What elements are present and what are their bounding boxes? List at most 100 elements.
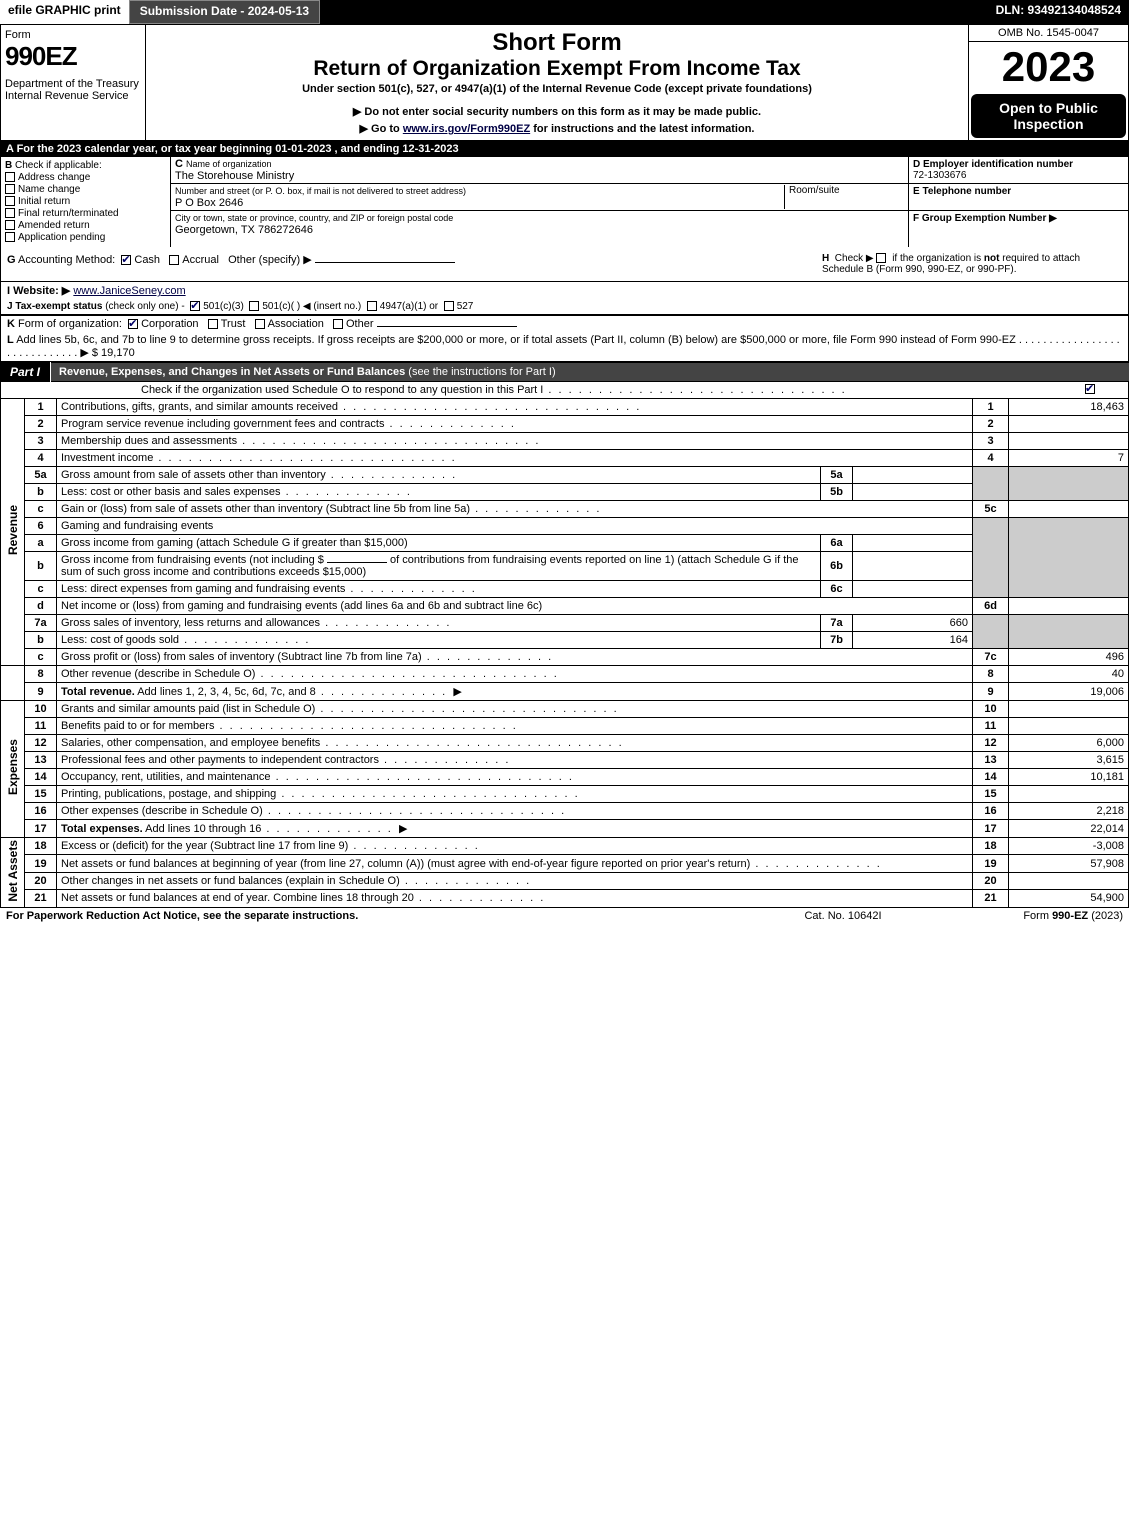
- cb-4947[interactable]: [367, 301, 377, 311]
- form-number: 990EZ: [5, 41, 141, 72]
- e-label: E Telephone number: [913, 186, 1011, 197]
- cb-527[interactable]: [444, 301, 454, 311]
- submission-date: Submission Date - 2024-05-13: [129, 0, 320, 24]
- section-k: K Form of organization: Corporation Trus…: [0, 314, 1129, 332]
- section-h: H Check ▶ if the organization is not req…: [822, 253, 1122, 275]
- part1-check-text: Check if the organization used Schedule …: [141, 384, 1077, 396]
- part1-header: Part I Revenue, Expenses, and Changes in…: [0, 362, 1129, 382]
- cb-address-change[interactable]: Address change: [5, 172, 166, 183]
- org-address: P O Box 2646: [175, 197, 243, 209]
- form-header: Form 990EZ Department of the Treasury In…: [0, 24, 1129, 141]
- g-text: Accounting Method:: [18, 254, 115, 266]
- line-14: 14 Occupancy, rent, utilities, and maint…: [1, 769, 1129, 786]
- part1-check-row: Check if the organization used Schedule …: [0, 382, 1129, 398]
- cb-501c[interactable]: [249, 301, 259, 311]
- section-c: C Name of organization The Storehouse Mi…: [171, 157, 908, 247]
- efile-label: efile GRAPHIC print: [0, 0, 129, 24]
- other-specify-input[interactable]: [315, 262, 455, 263]
- short-form-title: Short Form: [154, 29, 960, 57]
- d-label: D Employer identification number: [913, 159, 1073, 170]
- line-6: 6 Gaming and fundraising events: [1, 518, 1129, 535]
- b-label: B: [5, 160, 12, 171]
- header-left: Form 990EZ Department of the Treasury In…: [1, 25, 146, 140]
- room-hint: Room/suite: [789, 185, 840, 196]
- website-link[interactable]: www.JaniceSeney.com: [73, 285, 185, 297]
- line-6d: d Net income or (loss) from gaming and f…: [1, 598, 1129, 615]
- line-9: 9 Total revenue. Add lines 1, 2, 3, 4, 5…: [1, 683, 1129, 701]
- goto-pre: ▶ Go to: [360, 123, 403, 135]
- section-l: L Add lines 5b, 6c, and 7b to line 9 to …: [0, 332, 1129, 362]
- other-org-input[interactable]: [377, 326, 517, 327]
- section-b: B Check if applicable: Address change Na…: [1, 157, 171, 247]
- line-6b: b Gross income from fundraising events (…: [1, 552, 1129, 581]
- cb-h[interactable]: [876, 253, 886, 263]
- i-label: I Website: ▶: [7, 285, 70, 297]
- cb-final-return[interactable]: Final return/terminated: [5, 208, 166, 219]
- part1-title: Revenue, Expenses, and Changes in Net As…: [51, 363, 1129, 381]
- header-center: Short Form Return of Organization Exempt…: [146, 25, 968, 140]
- revenue-side-label: Revenue: [1, 399, 25, 666]
- section-g: G Accounting Method: Cash Accrual Other …: [7, 253, 822, 275]
- cb-schedule-o[interactable]: [1085, 384, 1095, 394]
- l-text: Add lines 5b, 6c, and 7b to line 9 to de…: [7, 334, 1120, 359]
- line-5b: b Less: cost or other basis and sales ex…: [1, 484, 1129, 501]
- cb-accrual[interactable]: [169, 255, 179, 265]
- line-13: 13 Professional fees and other payments …: [1, 752, 1129, 769]
- cb-corporation[interactable]: [128, 319, 138, 329]
- 6b-amount-input[interactable]: [327, 562, 387, 563]
- b-title: Check if applicable:: [15, 160, 102, 171]
- line-8: 8 Other revenue (describe in Schedule O)…: [1, 666, 1129, 683]
- cb-name-change[interactable]: Name change: [5, 184, 166, 195]
- top-bar: efile GRAPHIC print Submission Date - 20…: [0, 0, 1129, 24]
- f-label: F Group Exemption Number ▶: [913, 213, 1057, 224]
- cb-cash[interactable]: [121, 255, 131, 265]
- section-i: I Website: ▶ www.JaniceSeney.com: [0, 282, 1129, 299]
- goto-post: for instructions and the latest informat…: [530, 123, 754, 135]
- under-section: Under section 501(c), 527, or 4947(a)(1)…: [154, 83, 960, 95]
- cb-trust[interactable]: [208, 319, 218, 329]
- irs-link[interactable]: www.irs.gov/Form990EZ: [403, 123, 530, 135]
- inspection-badge: Open to Public Inspection: [971, 94, 1126, 138]
- ein-value: 72-1303676: [913, 170, 966, 181]
- line-4: 4 Investment income 4 7: [1, 450, 1129, 467]
- line-5a: 5a Gross amount from sale of assets othe…: [1, 467, 1129, 484]
- dln-label: DLN: 93492134048524: [988, 0, 1129, 24]
- cb-other-org[interactable]: [333, 319, 343, 329]
- line-11: 11 Benefits paid to or for members 11: [1, 718, 1129, 735]
- line-12: 12 Salaries, other compensation, and emp…: [1, 735, 1129, 752]
- c-addr-hint: Number and street (or P. O. box, if mail…: [175, 186, 466, 196]
- line-7c: c Gross profit or (loss) from sales of i…: [1, 649, 1129, 666]
- line-10: Expenses 10 Grants and similar amounts p…: [1, 701, 1129, 718]
- line-7a: 7a Gross sales of inventory, less return…: [1, 615, 1129, 632]
- part1-label: Part I: [0, 362, 51, 382]
- line-18: Net Assets 18 Excess or (deficit) for th…: [1, 838, 1129, 855]
- paperwork-notice: For Paperwork Reduction Act Notice, see …: [6, 910, 743, 922]
- line-6a: a Gross income from gaming (attach Sched…: [1, 535, 1129, 552]
- part1-table: Revenue 1 Contributions, gifts, grants, …: [0, 398, 1129, 908]
- line-20: 20 Other changes in net assets or fund b…: [1, 872, 1129, 889]
- j-label: J Tax-exempt status: [7, 301, 102, 312]
- l-label: L: [7, 334, 14, 346]
- org-city: Georgetown, TX 786272646: [175, 224, 313, 236]
- goto-note: ▶ Go to www.irs.gov/Form990EZ for instru…: [154, 122, 960, 135]
- section-def: D Employer identification number 72-1303…: [908, 157, 1128, 247]
- c-label: C: [175, 158, 183, 170]
- netassets-side-label: Net Assets: [1, 838, 25, 908]
- cb-application-pending[interactable]: Application pending: [5, 232, 166, 243]
- line-3: 3 Membership dues and assessments 3: [1, 433, 1129, 450]
- cb-initial-return[interactable]: Initial return: [5, 196, 166, 207]
- cb-501c3[interactable]: [190, 301, 200, 311]
- k-label: K: [7, 318, 15, 330]
- cb-amended-return[interactable]: Amended return: [5, 220, 166, 231]
- line-21: 21 Net assets or fund balances at end of…: [1, 890, 1129, 907]
- dept-label: Department of the Treasury Internal Reve…: [5, 78, 141, 102]
- form-ref: Form 990-EZ (2023): [943, 910, 1123, 922]
- section-bcdef: B Check if applicable: Address change Na…: [0, 157, 1129, 247]
- header-right: OMB No. 1545-0047 2023 Open to Public In…: [968, 25, 1128, 140]
- line-2: 2 Program service revenue including gove…: [1, 416, 1129, 433]
- form-word: Form: [5, 29, 141, 41]
- line-5c: c Gain or (loss) from sale of assets oth…: [1, 501, 1129, 518]
- cb-association[interactable]: [255, 319, 265, 329]
- l-value: 19,170: [101, 347, 135, 359]
- return-title: Return of Organization Exempt From Incom…: [154, 57, 960, 81]
